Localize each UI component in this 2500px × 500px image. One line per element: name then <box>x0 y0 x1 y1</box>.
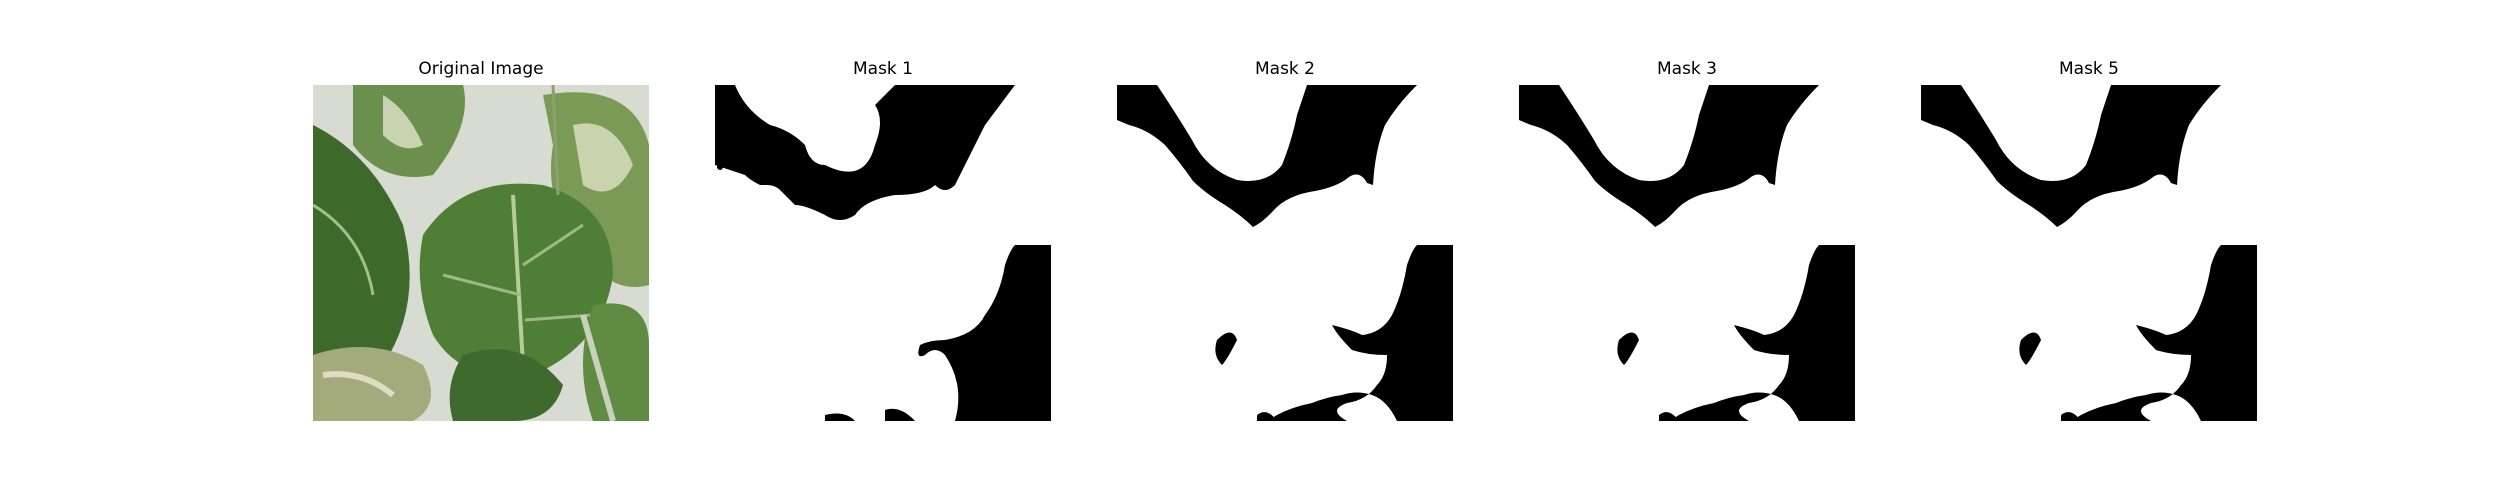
mask-2-image <box>1117 85 1453 421</box>
mask-1-image <box>715 85 1051 421</box>
panel-title-original: Original Image <box>418 59 544 79</box>
panel-title-mask-5: Mask 5 <box>2058 59 2119 79</box>
mask-3-image <box>1519 85 1855 421</box>
panel-title-mask-1: Mask 1 <box>852 59 913 79</box>
panel-title-mask-2: Mask 2 <box>1254 59 1315 79</box>
mask-5-image <box>1921 85 2257 421</box>
panel-title-mask-3: Mask 3 <box>1656 59 1717 79</box>
mask-2-shape <box>1117 85 1453 421</box>
mask-1-shape <box>715 85 1051 421</box>
leaf-photo <box>313 85 649 421</box>
original-image <box>313 85 649 421</box>
mask-3-shape <box>1519 85 1855 421</box>
mask-5-shape <box>1921 85 2257 421</box>
